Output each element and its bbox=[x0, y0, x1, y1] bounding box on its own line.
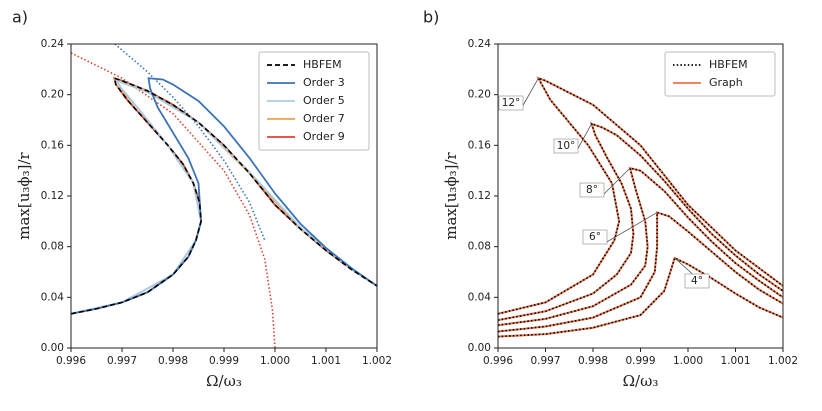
legend-label: Order 5 bbox=[303, 94, 345, 107]
annotation: 10° bbox=[557, 140, 576, 152]
x-tick-label: 1.002 bbox=[768, 355, 798, 367]
legend-label: Order 7 bbox=[303, 112, 345, 125]
legend-label: Order 3 bbox=[303, 76, 345, 89]
x-axis-label: Ω/ω₃ bbox=[623, 372, 659, 390]
y-tick-label: 0.20 bbox=[41, 89, 64, 101]
annotation: 4° bbox=[691, 275, 703, 287]
y-tick-label: 0.12 bbox=[41, 190, 64, 202]
x-tick-label: 0.996 bbox=[483, 355, 513, 367]
x-tick-label: 1.000 bbox=[673, 355, 703, 367]
legend-label: HBFEM bbox=[303, 58, 342, 71]
y-tick-label: 0.08 bbox=[41, 241, 64, 253]
annotation: 8° bbox=[586, 184, 598, 196]
y-tick-label: 0.24 bbox=[41, 38, 65, 50]
x-tick-label: 0.997 bbox=[530, 355, 560, 367]
x-tick-label: 1.002 bbox=[362, 355, 392, 367]
data-line bbox=[498, 166, 783, 327]
x-tick-label: 0.998 bbox=[578, 355, 608, 367]
x-tick-label: 0.999 bbox=[625, 355, 655, 367]
annotation-box bbox=[579, 182, 605, 198]
y-tick-label: 0.00 bbox=[468, 342, 491, 354]
y-tick-label: 0.04 bbox=[41, 291, 65, 303]
y-tick-label: 0.00 bbox=[41, 342, 64, 354]
data-line bbox=[498, 76, 783, 315]
data-line bbox=[498, 256, 783, 338]
data-line bbox=[71, 76, 377, 315]
y-tick-label: 0.20 bbox=[468, 89, 491, 101]
data-line bbox=[498, 76, 783, 315]
x-axis-label: Ω/ω₃ bbox=[206, 372, 242, 390]
x-tick-label: 0.999 bbox=[209, 355, 239, 367]
annotation-box bbox=[553, 138, 579, 154]
annotation: 6° bbox=[589, 231, 601, 243]
annotation-leader bbox=[604, 212, 658, 244]
plot-lines bbox=[498, 76, 783, 338]
annotation-box bbox=[582, 229, 608, 245]
annotation-box bbox=[684, 273, 710, 289]
y-axis-label: max[u₃ϕ₃]/r bbox=[15, 151, 33, 239]
legend-box bbox=[258, 51, 370, 151]
y-tick-label: 0.12 bbox=[468, 190, 491, 202]
data-line bbox=[114, 44, 266, 241]
plot-lines bbox=[71, 44, 377, 348]
annotation-box bbox=[498, 95, 524, 111]
y-axis-label: max[u₃ϕ₃]/r bbox=[442, 151, 460, 239]
panel-label: a) bbox=[12, 8, 28, 27]
x-tick-label: 1.000 bbox=[260, 355, 290, 367]
legend-label: Order 9 bbox=[303, 130, 345, 143]
y-tick-label: 0.08 bbox=[468, 241, 491, 253]
x-tick-label: 1.001 bbox=[720, 355, 750, 367]
x-tick-label: 1.001 bbox=[311, 355, 341, 367]
legend-box bbox=[664, 51, 776, 97]
y-tick-label: 0.16 bbox=[41, 139, 65, 151]
x-tick-label: 0.996 bbox=[56, 355, 86, 367]
panel-label: b) bbox=[423, 8, 439, 27]
data-line bbox=[498, 167, 783, 326]
annotation-leader bbox=[575, 123, 592, 153]
data-line bbox=[71, 79, 377, 315]
y-tick-label: 0.24 bbox=[468, 38, 492, 50]
data-line bbox=[498, 122, 783, 321]
annotation: 12° bbox=[502, 97, 521, 109]
annotation-leader bbox=[601, 167, 631, 197]
x-tick-label: 0.997 bbox=[107, 355, 137, 367]
x-tick-label: 0.998 bbox=[158, 355, 188, 367]
annotation-leader bbox=[520, 78, 539, 110]
legend-label: HBFEM bbox=[709, 58, 748, 71]
y-tick-label: 0.16 bbox=[468, 139, 492, 151]
y-tick-label: 0.04 bbox=[468, 291, 492, 303]
legend-label: Graph bbox=[709, 76, 743, 89]
